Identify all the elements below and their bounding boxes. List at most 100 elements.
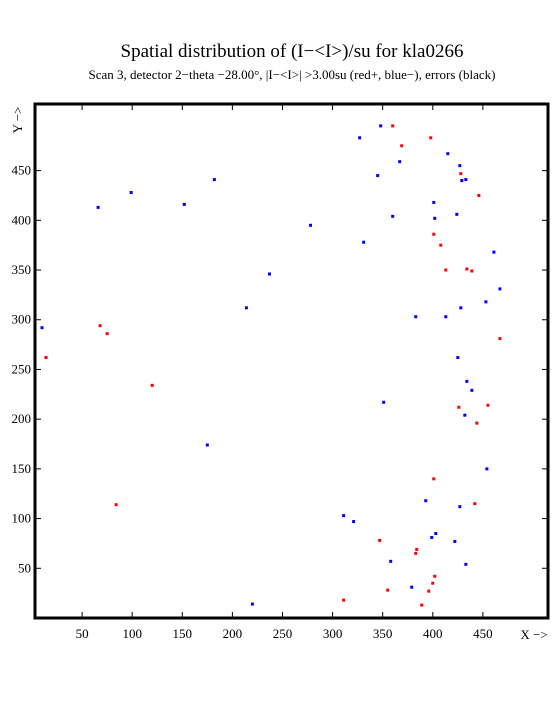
data-point <box>212 178 216 182</box>
data-point <box>429 136 433 140</box>
x-tick-label: 450 <box>473 626 493 641</box>
data-point <box>379 124 383 128</box>
data-point <box>484 300 488 304</box>
x-tick-label: 150 <box>173 626 193 641</box>
data-point <box>424 499 428 503</box>
data-point <box>96 205 100 209</box>
y-tick-label: 400 <box>12 212 32 227</box>
data-point <box>205 443 209 447</box>
data-point <box>362 240 366 244</box>
data-points <box>40 124 502 607</box>
data-point <box>105 332 109 336</box>
data-point <box>376 174 380 178</box>
chart-subtitle: Scan 3, detector 2−theta −28.00°, |I−<I>… <box>89 67 496 82</box>
data-point <box>358 136 362 140</box>
data-point <box>378 538 382 542</box>
data-point <box>465 267 469 271</box>
data-point <box>434 531 438 535</box>
data-point <box>457 405 461 409</box>
x-tick-label: 100 <box>122 626 142 641</box>
data-point <box>458 505 462 509</box>
data-point <box>398 160 402 164</box>
data-point <box>114 503 118 507</box>
y-tick-label: 300 <box>12 312 32 327</box>
data-point <box>460 179 464 183</box>
x-tick-label: 50 <box>76 626 89 641</box>
data-point <box>414 551 418 555</box>
data-point <box>352 520 356 524</box>
data-point <box>309 223 313 227</box>
data-point <box>382 400 386 404</box>
data-point <box>44 356 48 360</box>
data-point <box>427 589 431 593</box>
data-point <box>459 172 463 176</box>
data-point <box>391 214 395 218</box>
data-point <box>464 562 468 566</box>
data-point <box>463 413 467 417</box>
data-point <box>485 467 489 471</box>
x-tick-label: 250 <box>273 626 293 641</box>
data-point <box>98 324 102 328</box>
data-point <box>459 306 463 310</box>
data-point <box>473 502 477 506</box>
data-point <box>40 326 44 330</box>
chart-title: Spatial distribution of (I−<I>)/su for k… <box>121 41 464 62</box>
data-point <box>433 216 437 220</box>
data-point <box>498 337 502 341</box>
data-point <box>430 535 434 539</box>
y-tick-label: 450 <box>12 163 32 178</box>
x-tick-label: 400 <box>423 626 443 641</box>
x-axis-ticks: 50 100 150 200 250 300 350 400 450 <box>76 104 493 641</box>
data-point <box>444 268 448 272</box>
data-point <box>465 379 469 383</box>
data-point <box>456 356 460 360</box>
data-point <box>182 202 186 206</box>
data-point <box>433 574 437 578</box>
data-point <box>492 250 496 254</box>
x-tick-label: 350 <box>373 626 393 641</box>
data-point <box>244 306 248 310</box>
data-point <box>444 315 448 319</box>
data-point <box>453 539 457 543</box>
y-tick-label: 350 <box>12 262 32 277</box>
y-tick-label: 200 <box>12 411 32 426</box>
x-tick-label: 300 <box>323 626 343 641</box>
data-point <box>475 421 479 425</box>
data-point <box>432 477 436 481</box>
x-tick-label: 200 <box>223 626 243 641</box>
data-point <box>415 547 419 551</box>
data-point <box>477 193 481 197</box>
data-point <box>470 388 474 392</box>
data-point <box>498 287 502 291</box>
data-point <box>470 269 474 273</box>
y-tick-label: 100 <box>12 511 32 526</box>
data-point <box>400 144 404 148</box>
y-tick-label: 250 <box>12 361 32 376</box>
data-point <box>414 315 418 319</box>
data-point <box>431 581 435 585</box>
data-point <box>446 152 450 156</box>
data-point <box>129 190 133 194</box>
data-point <box>391 124 395 128</box>
data-point <box>342 514 346 518</box>
data-point <box>386 588 390 592</box>
y-axis-ticks: 50 100 150 200 250 300 350 400 450 <box>12 163 548 575</box>
data-point <box>267 272 271 276</box>
y-axis-label: Y −> <box>10 107 25 134</box>
data-point <box>432 200 436 204</box>
data-point <box>389 559 393 563</box>
y-tick-label: 50 <box>18 560 31 575</box>
y-tick-label: 150 <box>12 461 32 476</box>
data-point <box>432 232 436 236</box>
plot-frame <box>33 102 550 620</box>
data-point <box>464 178 468 182</box>
data-point <box>410 585 414 589</box>
x-axis-label: X −> <box>520 627 547 642</box>
data-point <box>150 383 154 387</box>
data-point <box>458 164 462 168</box>
data-point <box>342 598 346 602</box>
data-point <box>439 243 443 247</box>
data-point <box>455 212 459 216</box>
data-point <box>420 603 424 607</box>
